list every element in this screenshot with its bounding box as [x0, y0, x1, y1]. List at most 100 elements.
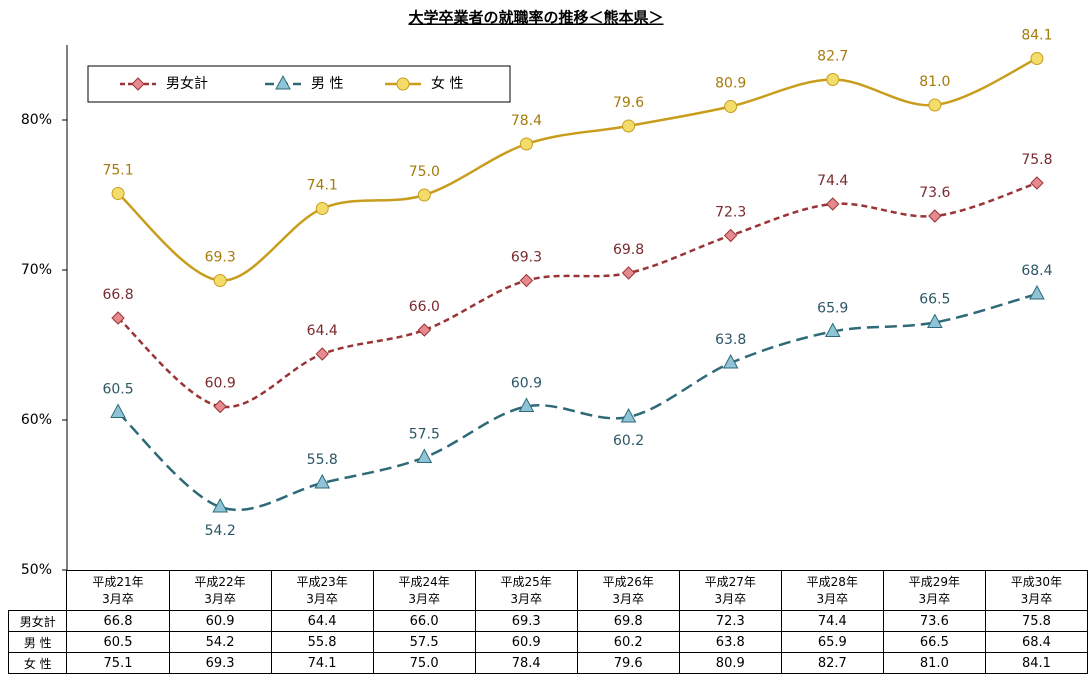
- x-tick-label: 平成21年 3月卒: [66, 570, 170, 611]
- data-label: 75.8: [1021, 152, 1052, 168]
- diamond-marker: [928, 209, 942, 223]
- x-tick-label: 平成23年 3月卒: [270, 570, 374, 611]
- legend-label: 男女計: [166, 75, 208, 92]
- table-value: 66.5: [882, 631, 986, 653]
- diamond-marker: [315, 347, 329, 361]
- table-row: 女 性 75.1 69.3 74.1 75.0 78.4 79.6 80.9 82.7 81.0 8…: [7, 652, 1088, 674]
- table-value: 60.2: [576, 631, 680, 653]
- data-label: 60.5: [102, 382, 133, 398]
- table-value: 74.4: [780, 610, 884, 632]
- data-label: 57.5: [409, 427, 440, 443]
- data-label: 84.1: [1021, 28, 1052, 44]
- circle-marker: [213, 274, 227, 287]
- table-value: 66.8: [66, 610, 170, 632]
- circle-marker: [1030, 52, 1044, 65]
- diamond-marker: [1030, 176, 1044, 190]
- circle-marker: [826, 73, 840, 86]
- diamond-marker: [417, 323, 432, 337]
- table-value: 75.8: [984, 610, 1088, 632]
- circle-marker: [928, 98, 942, 112]
- table-value: 54.2: [168, 631, 272, 653]
- circle-marker: [724, 100, 738, 113]
- table-value: 66.0: [372, 610, 476, 632]
- circle-marker: [622, 119, 636, 133]
- circle-marker: [396, 77, 410, 91]
- diamond-marker: [621, 266, 636, 280]
- triangle-marker: [927, 313, 943, 328]
- data-label: 82.7: [817, 49, 848, 65]
- triangle-marker: [212, 497, 228, 513]
- data-label: 60.2: [613, 433, 644, 449]
- corner: [8, 570, 68, 611]
- data-label: 66.8: [102, 287, 133, 303]
- table-value: 55.8: [270, 631, 374, 653]
- series-line: [117, 57, 1038, 282]
- legend-label: 女 性: [431, 75, 463, 92]
- triangle-marker: [314, 473, 331, 489]
- diamond-marker: [213, 399, 227, 414]
- data-label: 69.3: [511, 250, 542, 266]
- x-tick-label: 平成26年 3月卒: [576, 570, 680, 611]
- data-table: 平成21年 3月卒 平成22年 3月卒 平成23年 3月卒 平成24年 3月卒 平成25…: [7, 570, 1088, 674]
- diamond-marker: [111, 311, 125, 325]
- x-tick-label: 平成28年 3月卒: [780, 570, 884, 611]
- y-tick-label: 80%: [21, 112, 52, 128]
- data-label: 79.6: [613, 95, 644, 111]
- data-label: 78.4: [511, 113, 542, 129]
- x-tick-label: 平成25年 3月卒: [474, 570, 578, 611]
- table-value: 69.3: [474, 610, 578, 632]
- chart-title: 大学卒業者の就職率の推移＜熊本県＞: [408, 9, 663, 27]
- circle-marker: [519, 137, 533, 151]
- table-value: 69.3: [168, 652, 272, 674]
- table-value: 65.9: [780, 631, 884, 653]
- table-value: 79.6: [576, 652, 680, 674]
- table-value: 57.5: [372, 631, 476, 653]
- series-line: [117, 181, 1038, 409]
- table-row: 平成21年 3月卒 平成22年 3月卒 平成23年 3月卒 平成24年 3月卒 平成25…: [8, 570, 1088, 611]
- triangle-marker: [275, 74, 291, 90]
- table-value: 63.8: [678, 631, 782, 653]
- table-value: 81.0: [882, 652, 986, 674]
- diamond-marker: [131, 77, 145, 91]
- table-value: 72.3: [678, 610, 782, 632]
- x-tick-label: 平成29年 3月卒: [882, 570, 986, 611]
- circle-marker: [111, 187, 125, 200]
- table-value: 64.4: [270, 610, 374, 632]
- data-label: 73.6: [919, 185, 950, 201]
- triangle-marker: [416, 448, 433, 463]
- triangle-marker: [722, 353, 739, 369]
- table-value: 74.1: [270, 652, 374, 674]
- data-label: 69.3: [205, 250, 236, 266]
- triangle-marker: [1029, 284, 1045, 300]
- x-tick-label: 平成27年 3月卒: [678, 570, 782, 611]
- data-label: 74.4: [817, 173, 848, 189]
- table-value: 82.7: [780, 652, 884, 674]
- diamond-marker: [723, 228, 738, 243]
- table-row: 男 性 60.5 54.2 55.8 57.5 60.9 60.2 63.8 65.9 66.5 6…: [7, 631, 1088, 653]
- table-value: 60.9: [168, 610, 272, 632]
- series-line: [117, 292, 1038, 512]
- data-label: 68.4: [1021, 263, 1052, 279]
- data-label: 75.1: [102, 163, 133, 179]
- data-label: 60.9: [511, 376, 542, 392]
- circle-marker: [417, 188, 431, 202]
- data-label: 74.1: [307, 178, 338, 194]
- table-value: 60.5: [66, 631, 170, 653]
- diamond-marker: [519, 273, 534, 288]
- y-tick-label: 70%: [21, 262, 52, 278]
- row-label: 男 性: [7, 631, 68, 653]
- data-label: 72.3: [715, 205, 746, 221]
- data-label: 65.9: [817, 301, 848, 317]
- data-label: 75.0: [409, 164, 440, 180]
- x-tick-label: 平成22年 3月卒: [168, 570, 272, 611]
- table-value: 68.4: [984, 631, 1088, 653]
- table-value: 75.1: [66, 652, 170, 674]
- data-label: 66.0: [409, 299, 440, 315]
- triangle-marker: [518, 397, 535, 412]
- table-row: 男女計 66.8 60.9 64.4 66.0 69.3 69.8 72.3 74.4 73.6 7…: [7, 610, 1088, 632]
- data-label: 66.5: [919, 292, 950, 308]
- circle-marker: [315, 202, 329, 215]
- data-label: 55.8: [307, 452, 338, 468]
